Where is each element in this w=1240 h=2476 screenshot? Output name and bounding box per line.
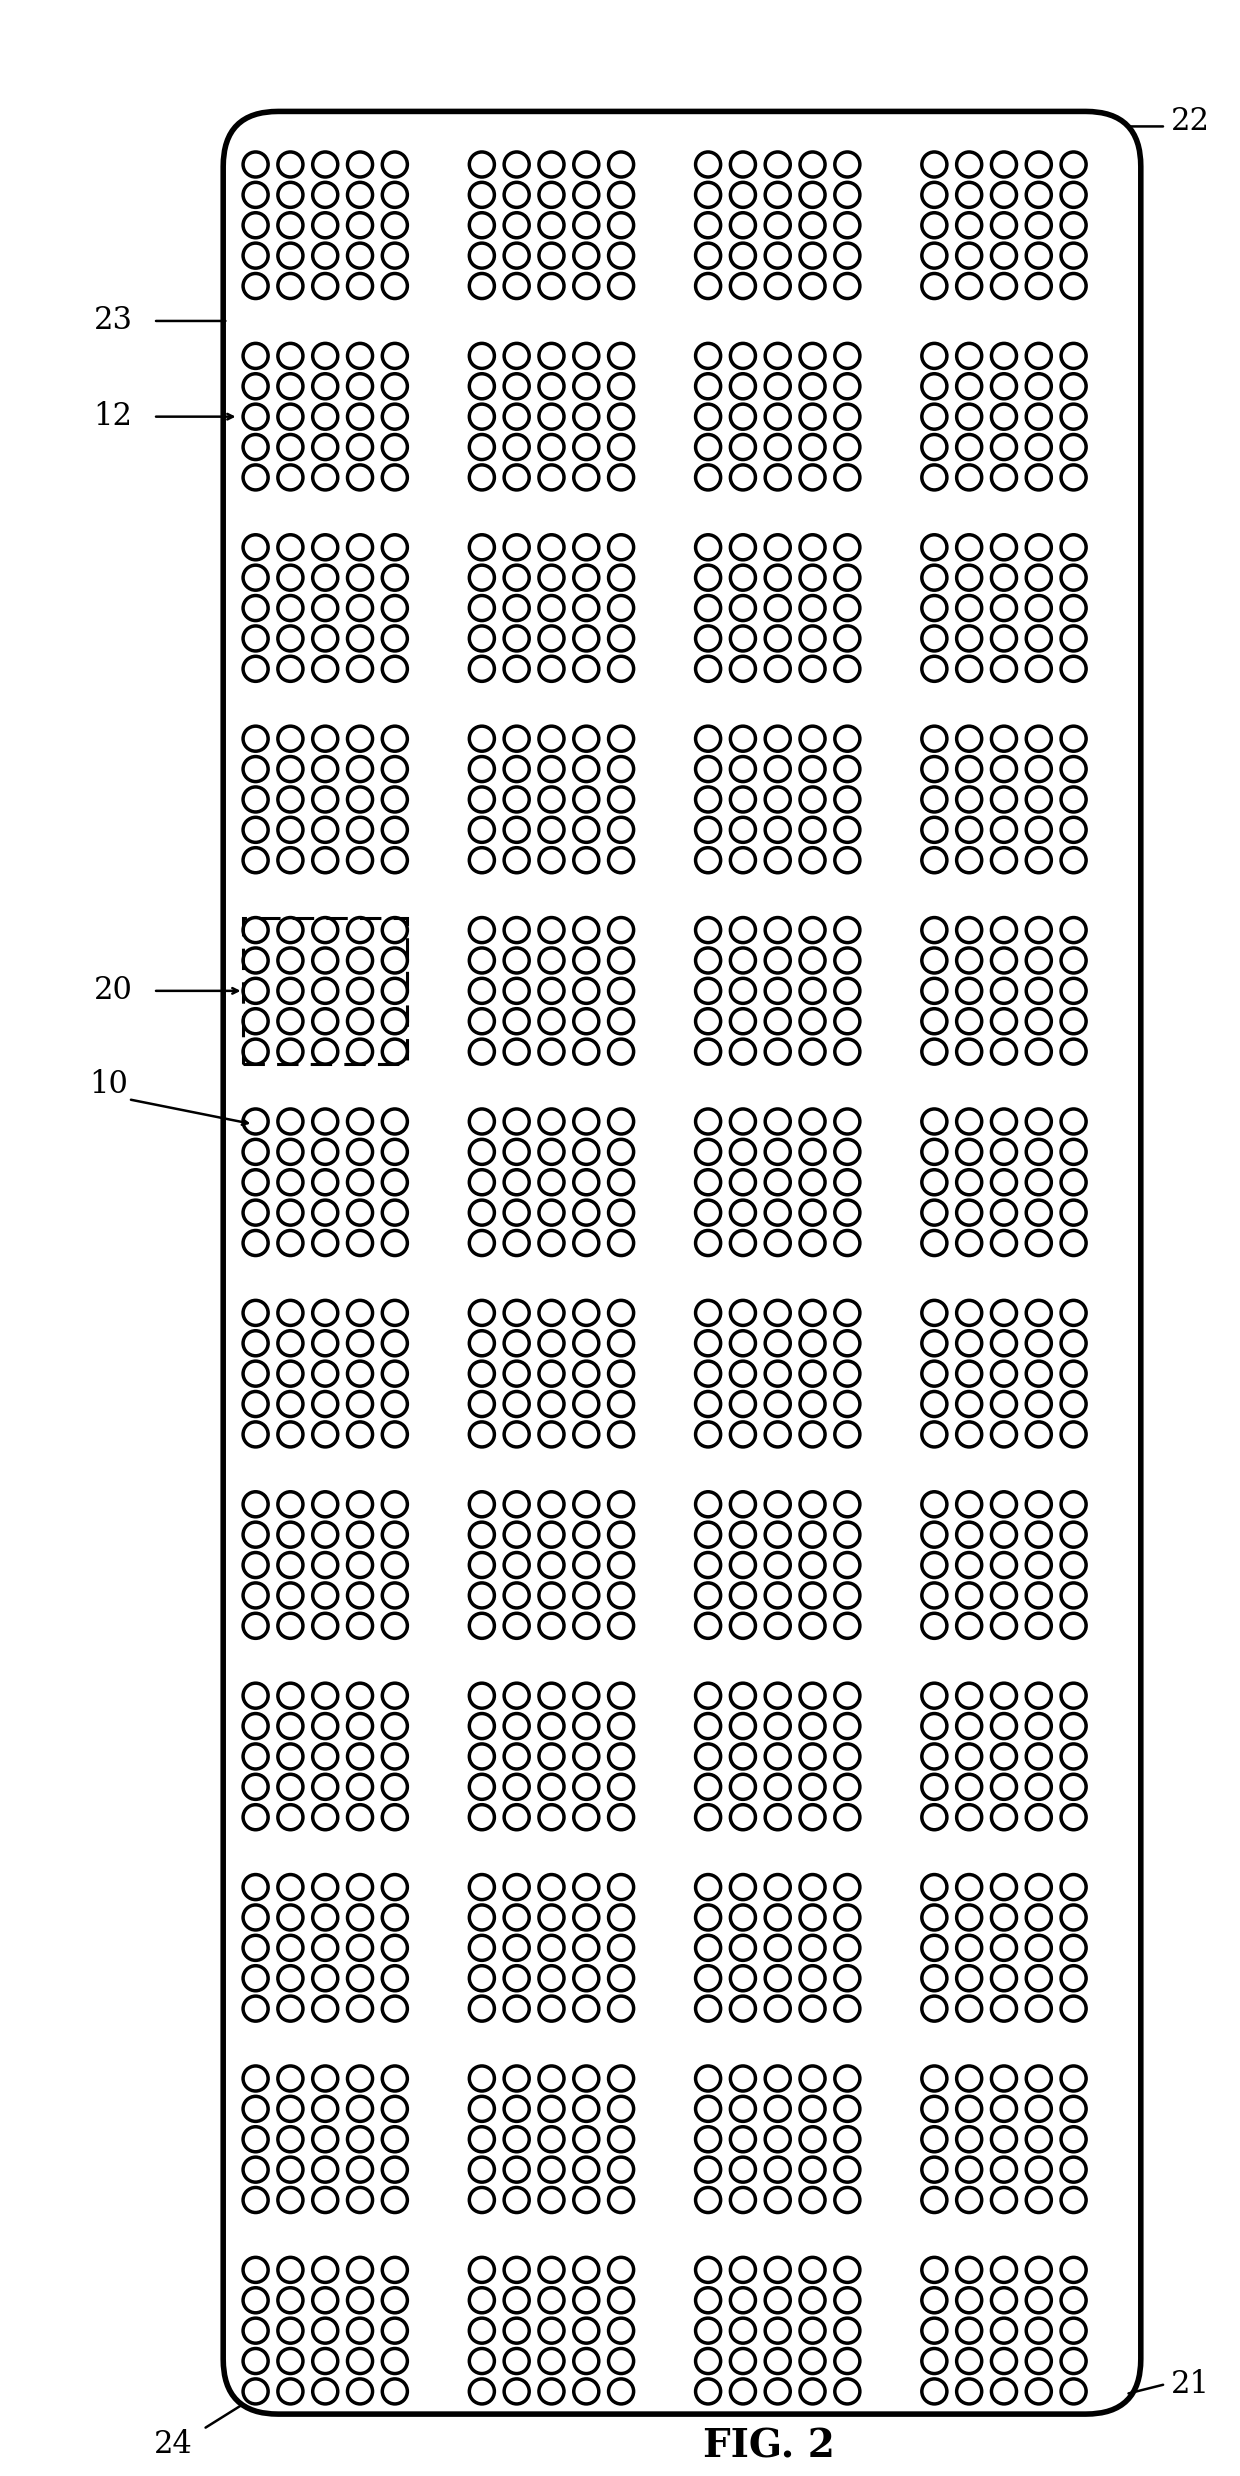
Text: 24: 24	[154, 2429, 192, 2459]
Text: 22: 22	[1171, 106, 1210, 136]
Text: FIG. 2: FIG. 2	[703, 2426, 835, 2466]
FancyBboxPatch shape	[223, 111, 1141, 2414]
Text: 10: 10	[89, 1070, 128, 1099]
Text: 20: 20	[94, 976, 133, 1005]
Text: 21: 21	[1171, 2370, 1210, 2399]
Text: 12: 12	[94, 401, 133, 433]
Text: 23: 23	[94, 305, 133, 337]
